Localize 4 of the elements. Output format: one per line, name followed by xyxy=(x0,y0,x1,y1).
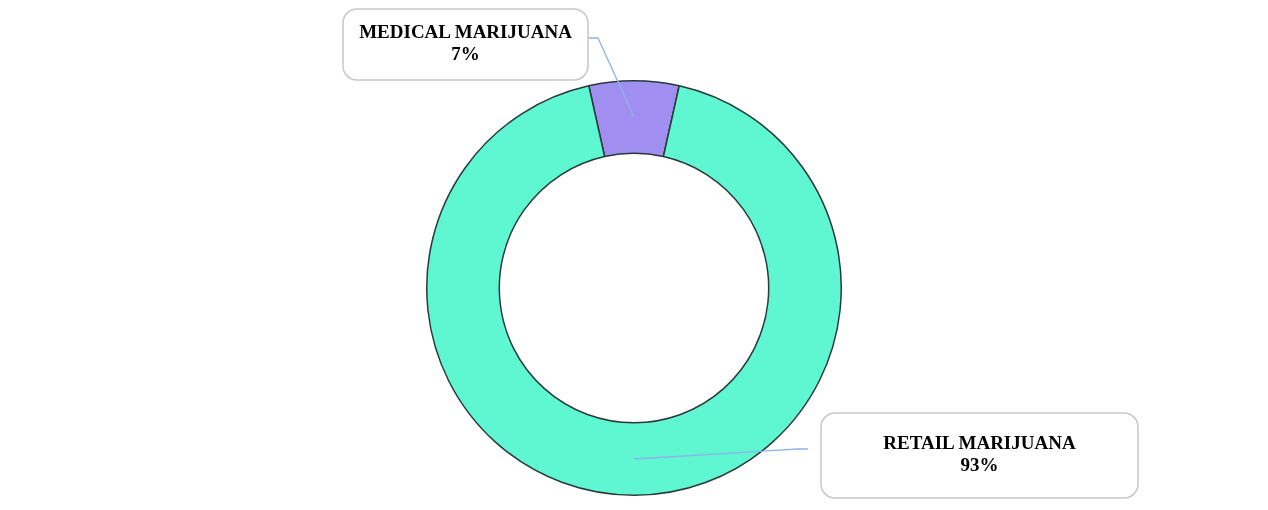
data-label: 93% xyxy=(960,454,999,476)
slice-label: RETAIL MARIJUANA xyxy=(883,432,1076,454)
data-label: 7% xyxy=(451,43,480,65)
slice-label: MEDICAL MARIJUANA xyxy=(359,21,573,43)
